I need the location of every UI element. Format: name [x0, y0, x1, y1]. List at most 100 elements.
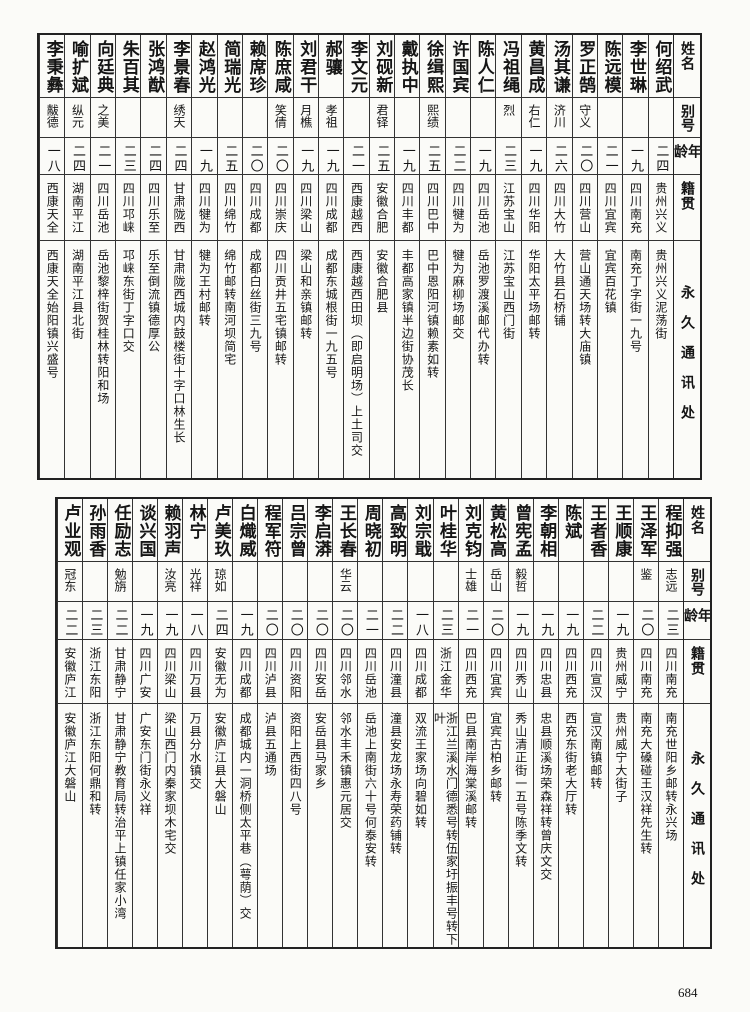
address-text: 岳池罗渡溪邮代办转 [476, 249, 491, 366]
origin-cell: 四川梁山 [293, 175, 318, 241]
address-text: 南充世阳乡邮转永兴场 [663, 712, 678, 842]
name-cell: 孙雨香 [82, 499, 107, 562]
age-text: 二二 [588, 608, 604, 638]
age-text: 二四 [212, 608, 228, 638]
alias-cell [358, 562, 383, 602]
address-text: 岳池黎梓街贺桂林转阳和场 [95, 249, 110, 405]
person-row: 任励志 勉旃 二二 甘肃静宁 甘肃静宁教育局转治平上镇任家小湾 [106, 499, 132, 947]
age-text: 二六 [551, 144, 567, 174]
age-text: 一八 [187, 608, 203, 638]
address-text: 万县分水镇交 [188, 712, 203, 790]
age-text: 二四 [171, 144, 187, 174]
alias-cell [558, 562, 583, 602]
age-text: 一九 [137, 608, 153, 638]
name-cell: 陈远模 [597, 35, 623, 98]
alias-cell: 冠东 [57, 562, 82, 602]
alias-text: 冠东 [62, 568, 77, 592]
origin-text: 四川忠县 [538, 647, 553, 699]
name-cell: 王者香 [583, 499, 608, 562]
person-row: 徐缉熙 熙绩 二五 四川巴中 巴中恩阳河镇赖素如转 [419, 35, 445, 478]
alias-text: 士雄 [463, 568, 478, 592]
address-text: 潼县安龙场永寿荣药铺转 [388, 712, 403, 855]
age-text: 二三 [87, 608, 103, 638]
name-cell: 李朝相 [533, 499, 558, 562]
origin-cell: 四川宜宾 [597, 175, 623, 241]
age-cell: 二三 [82, 602, 107, 640]
name-cell: 简瑞光 [217, 35, 242, 98]
address-cell: 泸县五通场 [258, 704, 282, 947]
address-cell: 梁山和亲镇邮转 [294, 241, 318, 478]
address-text: 华阳太平场邮转 [527, 249, 542, 340]
origin-cell: 西康越西 [344, 175, 369, 241]
address-cell: 浙江东阳何鼎和转 [83, 704, 107, 947]
name-cell: 张鸿猷 [141, 35, 166, 98]
name-text: 任励志 [110, 504, 131, 558]
address-text: 甘肃静宁教育局转治平上镇任家小湾 [112, 712, 127, 920]
address-text: 安徽庐江大磐山 [62, 712, 77, 803]
age-cell: 一九 [395, 138, 420, 175]
address-cell: 南充世阳乡邮转永兴场 [659, 704, 683, 947]
address-text: 绵竹邮转南河坝简宅 [222, 249, 237, 366]
origin-text: 四川成都 [248, 182, 263, 234]
origin-cell: 甘肃陇西 [166, 175, 192, 241]
name-cell: 吕宗曾 [283, 499, 308, 562]
name-text: 赵鸿光 [194, 40, 215, 94]
age-cell: 二五 [420, 138, 445, 175]
roster-table-top: 姓名 别号 年龄 籍贯 永久通讯处 何绍武 二四 贵州兴义 贵州兴义泥荡街 李世琳 一九 四川南充 南充… [37, 33, 702, 480]
alias-cell [217, 98, 242, 138]
origin-cell: 浙江金华 [433, 640, 458, 704]
header-age-text: 年龄 [674, 144, 700, 160]
name-cell: 冯祖绳 [496, 35, 521, 98]
name-text: 李启漭 [310, 504, 331, 558]
alias-cell [383, 562, 408, 602]
age-text: 一九 [196, 144, 212, 174]
alias-text: 琼如 [213, 568, 228, 592]
name-cell: 汤其谦 [547, 35, 572, 98]
name-cell: 何绍武 [648, 35, 673, 98]
name-text: 李景春 [169, 40, 190, 94]
origin-cell: 四川岳池 [358, 640, 383, 704]
alias-text: 鉴 [638, 568, 653, 580]
origin-cell: 四川邛崃 [116, 175, 141, 241]
age-cell: 一九 [158, 602, 183, 640]
alias-cell: 光祥 [183, 562, 208, 602]
alias-cell: 笑倩 [268, 98, 293, 138]
alias-cell [583, 562, 608, 602]
age-cell: 二一 [90, 138, 116, 175]
origin-cell: 四川广安 [132, 640, 158, 704]
address-text: 邻水丰禾镇惠元居交 [338, 712, 353, 829]
origin-text: 四川秀山 [513, 647, 528, 699]
origin-cell: 四川忠县 [533, 640, 558, 704]
address-cell: 宣汉南镇邮转 [584, 704, 608, 947]
person-row: 罗正鹄 守义 二〇 四川营山 营山通天场转大庙镇 [571, 35, 597, 478]
address-cell: 贵州威宁大街子 [609, 704, 633, 947]
name-cell: 赖羽声 [158, 499, 183, 562]
address-cell: 安岳县马家乡 [308, 704, 332, 947]
alias-cell: 熙绩 [420, 98, 445, 138]
header-address-text: 永久通讯处 [679, 284, 695, 435]
address-cell: 湖南平江县北街 [65, 241, 89, 478]
age-cell: 一九 [623, 138, 648, 175]
name-cell: 喻扩斌 [65, 35, 90, 98]
person-row: 赵鸿光 一九 四川犍为 犍为王村邮转 [191, 35, 217, 478]
age-cell: 一八 [408, 602, 433, 640]
name-cell: 陈斌 [558, 499, 583, 562]
name-text: 喻扩斌 [68, 40, 89, 94]
alias-cell [82, 562, 107, 602]
age-text: 二〇 [577, 144, 593, 174]
origin-text: 四川万县 [188, 647, 203, 699]
age-text: 二五 [222, 144, 238, 174]
origin-text: 四川南充 [628, 182, 643, 234]
address-cell: 岳池上南街六十号何泰安转 [358, 704, 382, 947]
age-text: 一九 [399, 144, 415, 174]
name-text: 孙雨香 [85, 504, 106, 558]
person-row: 李景春 绣天 二四 甘肃陇西 甘肃陇西城内鼓楼街十字口林生长 [165, 35, 192, 478]
address-cell: 成都城内一洞桥侧太平巷（萼荫）交 [233, 704, 257, 947]
age-cell: 二一 [344, 138, 369, 175]
header-name-cell: 姓名 [684, 499, 710, 562]
alias-cell: 华云 [333, 562, 358, 602]
person-row: 王泽军鉴二〇 四川南充 南充大磉碰王汉祥先生转 [632, 499, 658, 947]
address-cell: 双流王家场向碧如转 [408, 704, 432, 947]
header-address-cell: 永久通讯处 [684, 704, 710, 947]
address-cell: 营山通天场转大庙镇 [573, 241, 597, 478]
